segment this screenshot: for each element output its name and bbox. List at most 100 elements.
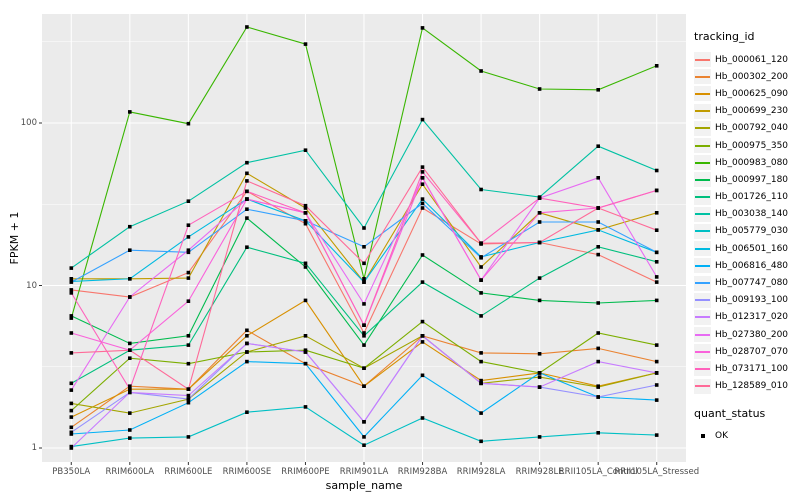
data-point (420, 373, 425, 378)
data-point (186, 343, 191, 347)
data-point (245, 216, 249, 220)
data-point (654, 383, 659, 387)
data-point (362, 435, 366, 439)
data-point (303, 298, 308, 303)
data-point (128, 384, 132, 388)
data-point (245, 245, 249, 249)
legend-title-quant-status: quant_status (694, 406, 766, 420)
data-point (303, 219, 308, 223)
legend-key-line-icon (694, 120, 711, 136)
data-point (420, 206, 425, 210)
data-point (245, 25, 249, 29)
y-tick-label: 10 (26, 280, 37, 291)
data-point (186, 270, 191, 275)
data-point (245, 350, 249, 354)
data-point (303, 221, 308, 226)
data-point (654, 168, 659, 173)
legend-key-line-icon (694, 86, 711, 102)
data-point (596, 220, 600, 224)
data-point (479, 439, 483, 444)
legend-title-tracking-id: tracking_id (694, 30, 755, 43)
data-point (479, 69, 483, 73)
data-point (362, 245, 366, 249)
data-point (186, 199, 191, 203)
data-point (596, 88, 600, 92)
data-point (186, 235, 191, 239)
legend-item-Hb_005779_030: Hb_005779_030 (694, 223, 798, 240)
data-point (69, 277, 74, 281)
legend-key-line-icon (694, 292, 711, 308)
legend-item-Hb_006501_160: Hb_006501_160 (694, 240, 798, 257)
data-point (654, 211, 659, 215)
x-tick-label: RRIM928LA (456, 467, 506, 477)
legend-key-line-icon (694, 223, 711, 239)
data-point (654, 250, 659, 255)
data-point (362, 302, 366, 306)
legend-key-line-icon (694, 155, 711, 171)
data-point (128, 224, 132, 229)
data-point (420, 165, 425, 169)
data-point (596, 431, 600, 435)
data-point (128, 248, 132, 252)
data-point (69, 280, 74, 284)
data-point (128, 110, 132, 114)
legend-item-Hb_000975_350: Hb_000975_350 (694, 137, 798, 154)
legend-key-line-icon (694, 378, 711, 394)
legend-key-line-icon (694, 52, 711, 68)
data-point (362, 226, 366, 230)
data-point (69, 291, 74, 295)
data-point (479, 378, 483, 383)
data-point (654, 433, 659, 437)
data-point (654, 228, 659, 232)
data-point (537, 220, 542, 224)
data-point (596, 395, 600, 399)
x-tick-label: PB350LA (52, 467, 91, 477)
data-point (69, 266, 74, 270)
data-point (128, 390, 132, 395)
data-point (186, 361, 191, 366)
data-point (654, 280, 659, 284)
data-point (479, 351, 483, 355)
legend-item-Hb_003038_140: Hb_003038_140 (694, 206, 798, 223)
data-point (245, 328, 249, 333)
data-point (128, 387, 132, 391)
data-point (537, 385, 542, 389)
legend-item-label: Hb_000792_040 (715, 123, 789, 134)
data-point (537, 375, 542, 379)
legend-item-Hb_073171_100: Hb_073171_100 (694, 360, 798, 377)
data-point (128, 348, 132, 352)
data-point (69, 446, 74, 450)
data-point (362, 366, 366, 370)
data-point (245, 207, 249, 211)
legend-item-label: Hb_073171_100 (715, 363, 789, 374)
data-point (69, 425, 74, 430)
data-point (362, 277, 366, 281)
data-point (245, 410, 249, 414)
data-point (479, 256, 483, 260)
data-point (420, 416, 425, 420)
data-point (245, 179, 249, 183)
legend-item-label: Hb_006501_160 (715, 243, 789, 254)
legend-key-line-icon (694, 206, 711, 222)
legend-item-label: Hb_009193_100 (715, 295, 789, 306)
legend-item-Hb_000997_180: Hb_000997_180 (694, 171, 798, 188)
data-point (596, 346, 600, 351)
legend: tracking_id Hb_000061_120 Hb_000302_200 Hb… (694, 30, 798, 445)
data-point (362, 420, 366, 424)
data-point (186, 387, 191, 391)
data-point (303, 261, 308, 266)
data-point (245, 359, 249, 364)
data-point (420, 334, 425, 338)
legend-key-line-icon (694, 258, 711, 274)
data-point (654, 260, 659, 264)
legend-item-label: Hb_000061_120 (715, 54, 789, 65)
data-point (128, 428, 132, 432)
data-point (420, 253, 425, 257)
legend-key-line-icon (694, 138, 711, 154)
data-point (303, 42, 308, 46)
data-point (537, 352, 542, 356)
data-point (420, 176, 425, 180)
data-point (479, 278, 483, 282)
